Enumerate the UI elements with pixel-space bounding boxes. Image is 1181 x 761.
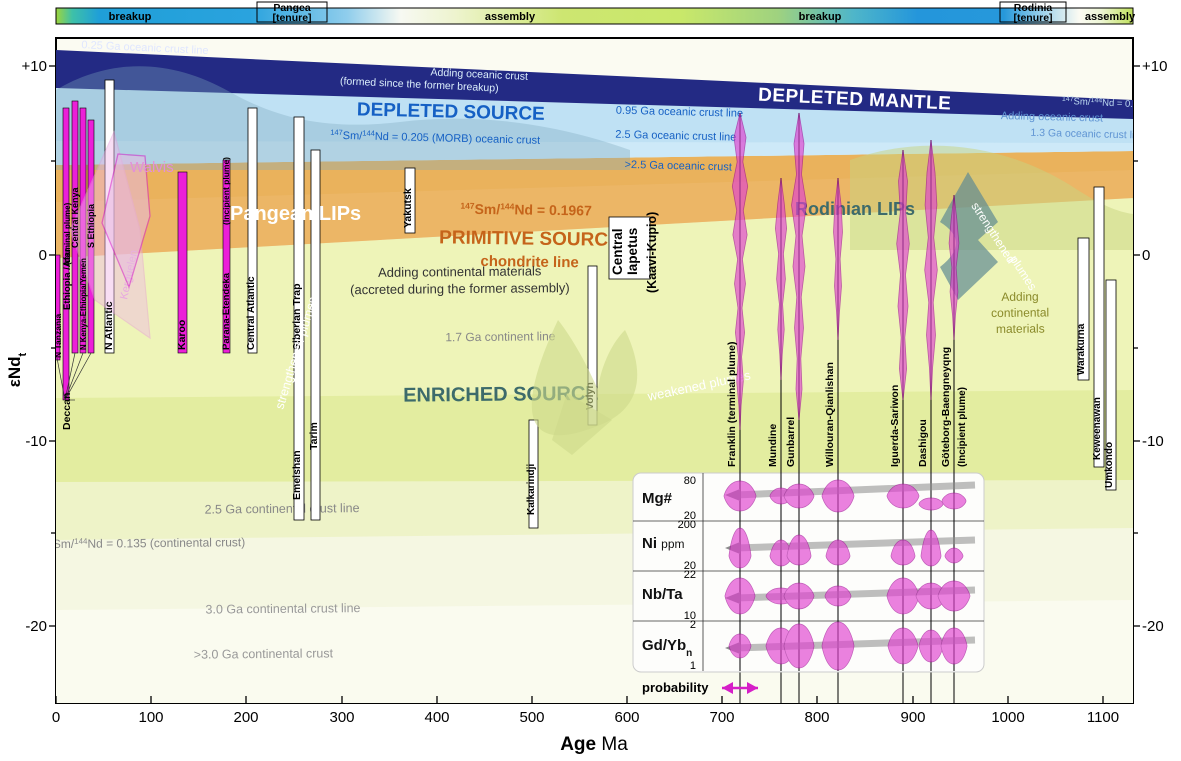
svg-text:Willouran-Qianlishan: Willouran-Qianlishan xyxy=(824,362,836,467)
svg-text:Yakutsk: Yakutsk xyxy=(402,188,414,228)
svg-text:materials: materials xyxy=(996,322,1045,336)
svg-text:Adding: Adding xyxy=(1001,290,1039,304)
svg-text:-20: -20 xyxy=(25,618,47,635)
svg-text:Central: Central xyxy=(610,228,625,275)
svg-text:Mg#: Mg# xyxy=(642,490,673,507)
svg-text:1000: 1000 xyxy=(991,709,1024,726)
svg-text:Iguerda-Sariwon: Iguerda-Sariwon xyxy=(889,385,901,467)
svg-text:Age Ma: Age Ma xyxy=(560,734,628,755)
svg-text:breakup: breakup xyxy=(109,11,152,23)
svg-text:200: 200 xyxy=(678,519,696,531)
svg-text:2: 2 xyxy=(690,619,696,631)
svg-text:100: 100 xyxy=(138,709,163,726)
svg-text:Mundine: Mundine xyxy=(767,424,779,467)
svg-text:-20: -20 xyxy=(1142,618,1164,635)
svg-text:Central Atlantic: Central Atlantic xyxy=(246,276,257,350)
svg-text:Adding oceanic crust: Adding oceanic crust xyxy=(1001,110,1103,124)
svg-text:Nb/Ta: Nb/Ta xyxy=(642,586,683,603)
svg-text:Deccan: Deccan xyxy=(61,393,73,430)
svg-text:500: 500 xyxy=(519,709,544,726)
svg-text:PRIMITIVE SOURCE: PRIMITIVE SOURCE xyxy=(439,227,621,251)
svg-text:-10: -10 xyxy=(1142,433,1164,450)
svg-text:0: 0 xyxy=(52,709,60,726)
svg-text:Göteborg-Baengneyqng: Göteborg-Baengneyqng xyxy=(940,347,952,467)
svg-text:Tarim: Tarim xyxy=(308,422,320,450)
svg-text:Keweenawan: Keweenawan xyxy=(1092,397,1103,460)
svg-text:400: 400 xyxy=(424,709,449,726)
svg-text:600: 600 xyxy=(614,709,639,726)
svg-text:N Tanzania: N Tanzania xyxy=(53,313,63,358)
svg-text:Dashigou: Dashigou xyxy=(917,419,929,467)
svg-text:Emeishan: Emeishan xyxy=(291,450,303,500)
svg-text:breakup: breakup xyxy=(799,11,842,23)
svg-text:80: 80 xyxy=(684,475,696,487)
svg-text:Adding continental materials: Adding continental materials xyxy=(378,263,542,280)
svg-text:1: 1 xyxy=(690,660,696,672)
svg-text:-10: -10 xyxy=(25,433,47,450)
svg-text:εNdt: εNdt xyxy=(5,352,29,387)
svg-text:200: 200 xyxy=(233,709,258,726)
svg-text:900: 900 xyxy=(900,709,925,726)
svg-text:N Atlantic: N Atlantic xyxy=(103,301,115,350)
svg-text:1.7 Ga continent line: 1.7 Ga continent line xyxy=(445,329,556,344)
svg-text:147Sm/144Nd = 0.1967: 147Sm/144Nd = 0.1967 xyxy=(460,201,592,219)
svg-text:Iapetus: Iapetus xyxy=(625,228,640,275)
svg-text:continental: continental xyxy=(991,305,1049,320)
svg-text:assembly: assembly xyxy=(1085,11,1136,23)
svg-text:1100: 1100 xyxy=(1087,709,1119,726)
svg-text:0: 0 xyxy=(1142,247,1150,264)
svg-text:(Kaavi-Kupio): (Kaavi-Kupio) xyxy=(645,212,659,293)
svg-text:22: 22 xyxy=(684,569,696,581)
svg-text:300: 300 xyxy=(329,709,354,726)
svg-text:147Sm/144Nd = 0.135 (continent: 147Sm/144Nd = 0.135 (continental crust) xyxy=(39,535,245,551)
svg-text:S Ethiopia: S Ethiopia xyxy=(86,203,96,248)
svg-text:Umkondo: Umkondo xyxy=(1104,442,1115,488)
svg-text:(Incipient plume): (Incipient plume) xyxy=(957,387,968,467)
svg-text:700: 700 xyxy=(709,709,734,726)
svg-text:Ni ppm: Ni ppm xyxy=(642,535,685,552)
svg-text:Warakurna: Warakurna xyxy=(1076,323,1087,375)
svg-text:3.0 Ga continental crust line: 3.0 Ga continental crust line xyxy=(205,601,360,616)
svg-text:Karoo: Karoo xyxy=(176,320,188,350)
svg-text:Pangean LIPs: Pangean LIPs xyxy=(230,203,361,225)
svg-text:Central Kenya: Central Kenya xyxy=(70,186,80,248)
svg-text:Gunbarrel: Gunbarrel xyxy=(785,417,797,467)
svg-text:+10: +10 xyxy=(1142,58,1167,75)
svg-text:0: 0 xyxy=(39,247,47,264)
svg-text:+10: +10 xyxy=(22,58,47,75)
svg-text:>3.0 Ga continental crust: >3.0 Ga continental crust xyxy=(194,646,334,661)
svg-text:2.5 Ga continental crust line: 2.5 Ga continental crust line xyxy=(204,501,359,516)
svg-text:Walvis: Walvis xyxy=(130,159,174,176)
svg-text:N Kenya-Ethiopia/Yemen: N Kenya-Ethiopia/Yemen xyxy=(79,258,88,350)
svg-text:Parana-Etendeka: Parana-Etendeka xyxy=(221,272,232,350)
svg-text:800: 800 xyxy=(804,709,829,726)
svg-text:assembly: assembly xyxy=(485,11,536,23)
svg-text:probability: probability xyxy=(642,680,709,695)
svg-text:Franklin (terminal plume): Franklin (terminal plume) xyxy=(726,342,738,467)
svg-text:Rodinian LIPs: Rodinian LIPs xyxy=(795,199,915,219)
svg-text:(accreted during the former as: (accreted during the former assembly) xyxy=(350,280,570,297)
svg-text:Kalkarindji: Kalkarindji xyxy=(526,464,537,515)
